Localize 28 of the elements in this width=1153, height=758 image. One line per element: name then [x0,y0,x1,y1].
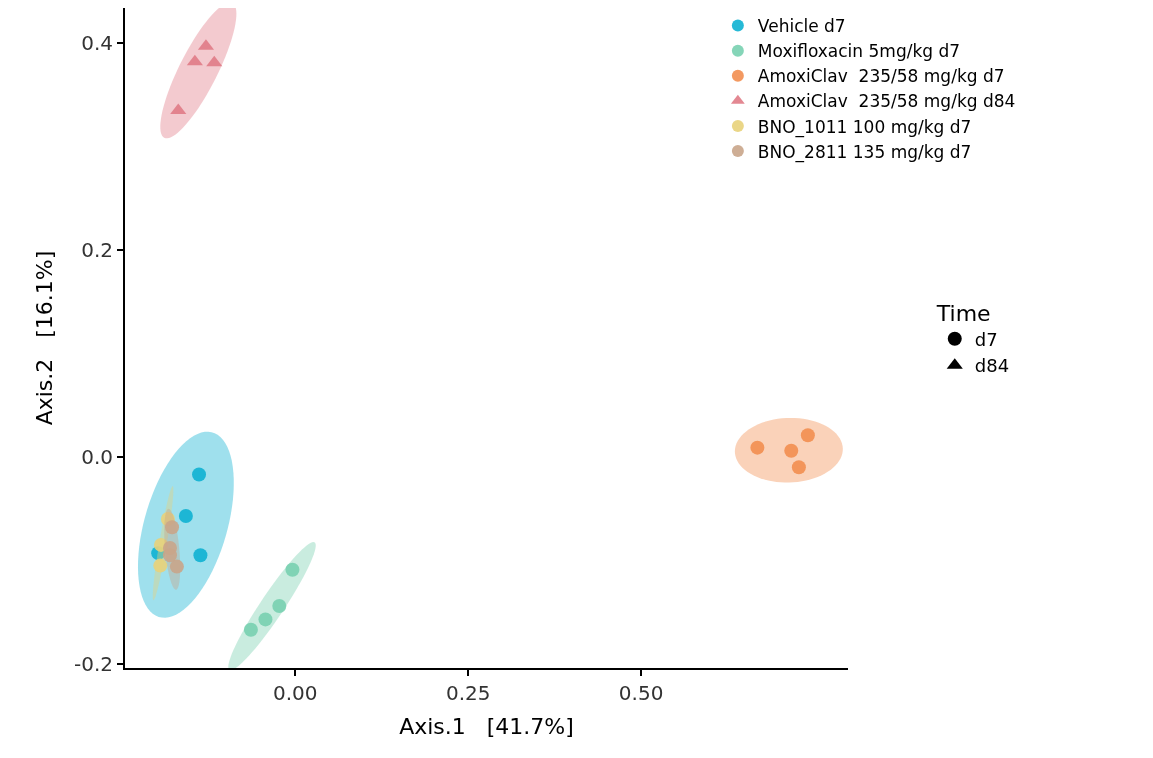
point [285,562,300,577]
y-axis-title: Axis.2 [16.1%] [32,250,58,426]
legend-label: Moxifloxacin 5mg/kg d7 [757,41,961,62]
y-tick-label: 0.2 [81,238,113,263]
legend-label: AmoxiClav 235/58 mg/kg d7 [757,66,1005,87]
text: d84 [974,355,1010,377]
legend-label: BNO_1011 100 mg/kg d7 [757,116,972,138]
legend-label: BNO_2811 135 mg/kg d7 [757,141,972,163]
text: d7 [974,328,998,350]
legend-label: Vehicle d7 [757,16,846,37]
y-tick-label: 0.0 [81,444,113,469]
point [800,428,815,443]
point [750,440,765,455]
x-tick-label: 0.25 [445,681,491,705]
point [791,460,806,475]
x-tick-label: 0.00 [272,681,318,705]
legend-label: AmoxiClav 235/58 mg/kg d84 [757,91,1016,112]
y-tick-label: 0.4 [81,31,113,56]
point [206,55,223,67]
x-tick-label: 0.50 [618,681,664,705]
point [243,622,258,637]
legend-title: Time [935,300,991,326]
point [186,54,203,66]
point [784,443,799,458]
point [272,598,287,613]
x-axis-title: Axis.1 [41.7%] [399,714,574,740]
point [258,612,273,627]
y-tick-label: -0.2 [73,651,113,676]
